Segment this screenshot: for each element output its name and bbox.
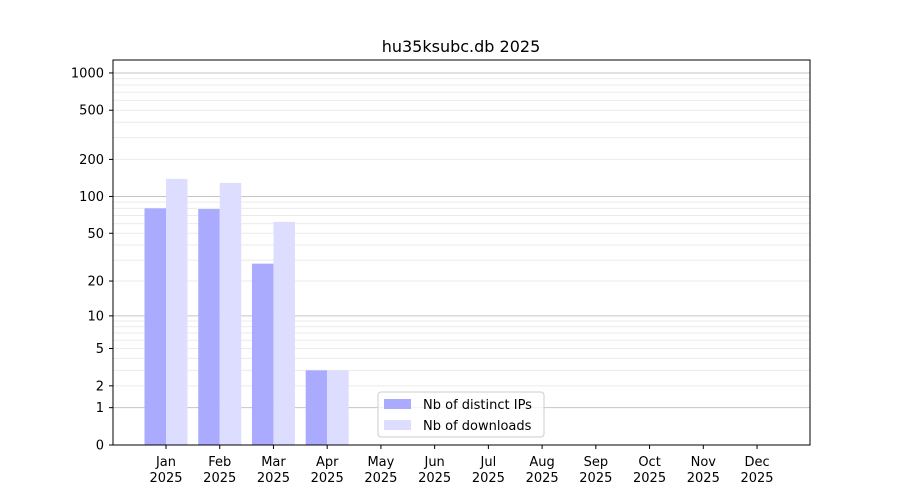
y-tick-label: 2 bbox=[96, 379, 104, 394]
y-tick-label: 500 bbox=[79, 104, 104, 119]
legend-label-downloads: Nb of downloads bbox=[423, 419, 532, 434]
bar-downloads bbox=[166, 178, 188, 445]
x-tick-label-year: 2025 bbox=[418, 471, 451, 486]
x-tick-label-year: 2025 bbox=[633, 471, 666, 486]
x-tick-label-month: Oct bbox=[638, 455, 660, 470]
bars bbox=[144, 178, 349, 445]
x-tick-label-month: Aug bbox=[529, 455, 554, 470]
x-tick-label-year: 2025 bbox=[579, 471, 612, 486]
x-tick-label-month: Sep bbox=[584, 455, 609, 470]
bar-downloads bbox=[219, 182, 242, 445]
y-tick-label: 20 bbox=[87, 275, 104, 290]
legend-swatch-downloads bbox=[384, 420, 411, 430]
x-tick-label-year: 2025 bbox=[472, 471, 505, 486]
x-axis: Jan2025Feb2025Mar2025Apr2025May2025Jun20… bbox=[149, 445, 774, 486]
x-tick-label-year: 2025 bbox=[257, 471, 290, 486]
y-tick-label: 0 bbox=[96, 439, 104, 454]
chart-title: hu35ksubc.db 2025 bbox=[382, 37, 541, 56]
y-tick-label: 50 bbox=[87, 227, 104, 242]
axes-frame bbox=[112, 59, 811, 446]
x-tick-label-month: Feb bbox=[208, 455, 231, 470]
y-tick-label: 1 bbox=[96, 401, 104, 416]
y-tick-label: 200 bbox=[79, 153, 104, 168]
x-tick-label-month: Dec bbox=[744, 455, 769, 470]
legend-box bbox=[377, 391, 545, 438]
x-tick-label-month: May bbox=[367, 455, 394, 470]
x-tick-label-month: Apr bbox=[316, 455, 339, 470]
bar-ips bbox=[251, 263, 274, 445]
legend: Nb of distinct IPs Nb of downloads bbox=[377, 391, 545, 438]
x-tick-label-month: Jun bbox=[423, 455, 444, 470]
y-tick-label: 5 bbox=[96, 342, 104, 357]
x-tick-label-month: Mar bbox=[261, 455, 286, 470]
y-axis: 0 1 2 5 10 20 50 100 200 500 1000 bbox=[71, 66, 113, 454]
legend-label-ips: Nb of distinct IPs bbox=[423, 398, 532, 413]
y-tick-label: 1000 bbox=[71, 66, 104, 81]
bar-ips bbox=[144, 208, 166, 445]
y-tick-label: 100 bbox=[79, 190, 104, 205]
x-tick-label-year: 2025 bbox=[311, 471, 344, 486]
bar-downloads bbox=[273, 221, 295, 445]
x-tick-label-year: 2025 bbox=[526, 471, 559, 486]
x-tick-label-year: 2025 bbox=[149, 471, 182, 486]
x-tick-label-year: 2025 bbox=[740, 471, 773, 486]
x-tick-label-month: Jul bbox=[480, 455, 497, 470]
bar-downloads bbox=[327, 370, 349, 445]
x-tick-label-year: 2025 bbox=[203, 471, 236, 486]
y-tick-label: 10 bbox=[87, 309, 104, 324]
x-tick-label-month: Jan bbox=[155, 455, 176, 470]
legend-swatch-ips bbox=[384, 399, 411, 409]
x-tick-label-year: 2025 bbox=[364, 471, 397, 486]
x-tick-label-month: Nov bbox=[691, 455, 717, 470]
bar-ips bbox=[305, 370, 328, 445]
x-tick-label-year: 2025 bbox=[687, 471, 720, 486]
bar-ips bbox=[198, 209, 220, 445]
